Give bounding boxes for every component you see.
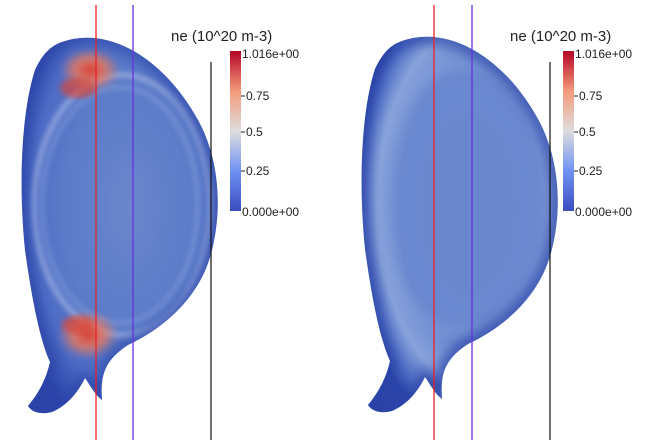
colorbar-title: ne (10^20 m-3) (510, 28, 611, 45)
colorbar-max-label: 1.016e+00 (575, 47, 632, 61)
colorbar-tick-05: 0.5 (579, 125, 596, 139)
colorbar-tick-025: 0.25 (246, 164, 270, 178)
colorbar-min-label: 0.000e+00 (242, 205, 299, 219)
colorbar-tick-05: 0.5 (246, 125, 263, 139)
colorbar-scale (563, 51, 574, 211)
colorbar-tick-025: 0.25 (579, 164, 603, 178)
right-plasma-cross-section (362, 37, 558, 412)
left-plasma-cross-section (22, 38, 218, 413)
colorbar-tick-075: 0.75 (579, 89, 603, 103)
right-panel: ne (10^20 m-3) 1.016e+00 0.75 0.5 0.25 0… (362, 5, 633, 440)
colorbar-scale (230, 51, 241, 211)
colorbar-tick-075: 0.75 (246, 89, 270, 103)
colorbar-title: ne (10^20 m-3) (171, 28, 272, 45)
left-panel: ne (10^20 m-3) 1.016e+00 0.75 0.5 0.25 0… (22, 5, 300, 440)
colorbar-max-label: 1.016e+00 (242, 47, 299, 61)
colorbar-min-label: 0.000e+00 (575, 205, 632, 219)
